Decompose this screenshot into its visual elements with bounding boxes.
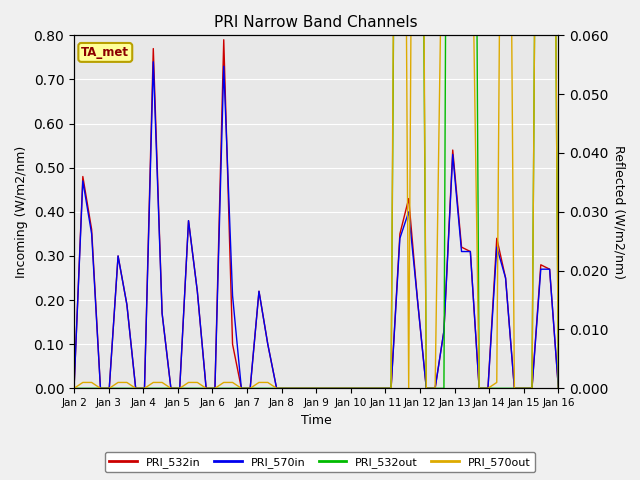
PRI_570in bbox=[255, 288, 263, 294]
PRI_532in bbox=[449, 147, 456, 153]
PRI_570out bbox=[246, 385, 254, 391]
PRI_570in bbox=[79, 178, 86, 184]
Line: PRI_570out: PRI_570out bbox=[74, 0, 559, 388]
PRI_532out bbox=[555, 385, 563, 391]
PRI_532out bbox=[343, 385, 351, 391]
Line: PRI_532out: PRI_532out bbox=[74, 0, 559, 388]
PRI_570in bbox=[449, 152, 456, 157]
PRI_532out bbox=[70, 385, 78, 391]
PRI_570in bbox=[352, 385, 360, 391]
Legend: PRI_532in, PRI_570in, PRI_532out, PRI_570out: PRI_532in, PRI_570in, PRI_532out, PRI_57… bbox=[105, 452, 535, 472]
PRI_532out bbox=[370, 385, 378, 391]
PRI_570in bbox=[378, 385, 386, 391]
PRI_570out bbox=[70, 385, 78, 391]
PRI_570in bbox=[396, 235, 404, 241]
PRI_570out bbox=[79, 380, 86, 385]
Text: TA_met: TA_met bbox=[81, 46, 129, 59]
PRI_532out bbox=[387, 385, 395, 391]
PRI_570out bbox=[387, 385, 395, 391]
PRI_532in bbox=[396, 231, 404, 237]
PRI_570out bbox=[343, 385, 351, 391]
PRI_532in bbox=[220, 37, 228, 43]
X-axis label: Time: Time bbox=[301, 414, 332, 427]
PRI_570out bbox=[370, 385, 378, 391]
PRI_532in bbox=[555, 385, 563, 391]
PRI_532in bbox=[70, 385, 78, 391]
PRI_570in bbox=[555, 385, 563, 391]
Title: PRI Narrow Band Channels: PRI Narrow Band Channels bbox=[214, 15, 418, 30]
Y-axis label: Incoming (W/m2/nm): Incoming (W/m2/nm) bbox=[15, 146, 28, 278]
PRI_532out bbox=[246, 385, 254, 391]
PRI_570in bbox=[70, 385, 78, 391]
Line: PRI_570in: PRI_570in bbox=[74, 62, 559, 388]
PRI_532in bbox=[79, 174, 86, 180]
PRI_532in bbox=[378, 385, 386, 391]
Line: PRI_532in: PRI_532in bbox=[74, 40, 559, 388]
PRI_532in bbox=[255, 288, 263, 294]
PRI_532in bbox=[352, 385, 360, 391]
PRI_570out bbox=[555, 385, 563, 391]
PRI_570in bbox=[150, 59, 157, 65]
PRI_532out bbox=[79, 385, 86, 391]
Y-axis label: Reflected (W/m2/nm): Reflected (W/m2/nm) bbox=[612, 145, 625, 279]
